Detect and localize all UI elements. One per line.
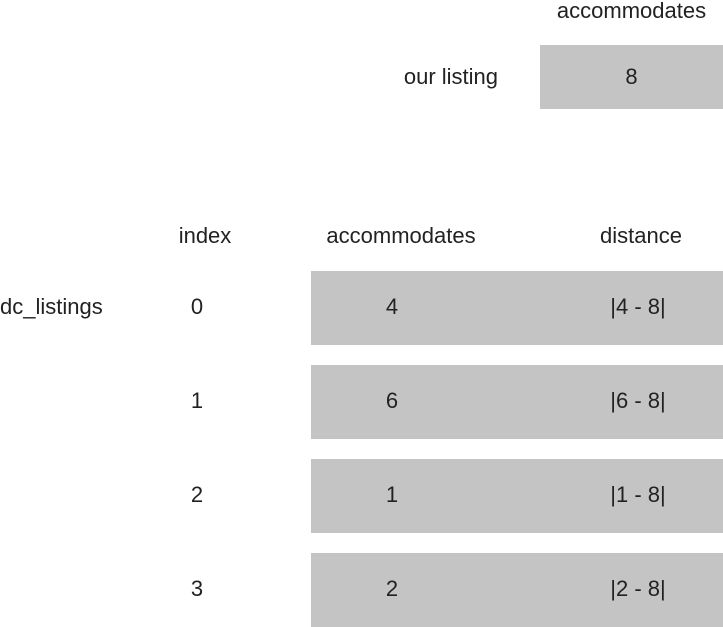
header-distance: distance [600,223,682,248]
row-index: 0 [190,294,204,319]
row-distance: |6 - 8| [610,388,666,413]
row-index: 3 [190,576,204,601]
row-accommodates: 1 [385,482,399,507]
row-distance: |1 - 8| [610,482,666,507]
our-listing-column-header: accommodates [556,0,707,23]
our-listing-cell [540,45,723,109]
table-row [311,271,723,345]
table-row [311,459,723,533]
row-accommodates: 2 [385,576,399,601]
row-accommodates: 6 [385,388,399,413]
dataframe-name-label: dc_listings [0,294,103,319]
row-accommodates: 4 [385,294,399,319]
header-index: index [178,223,232,248]
row-distance: |4 - 8| [610,294,666,319]
row-distance: |2 - 8| [610,576,666,601]
table-row [311,553,723,627]
row-index: 2 [190,482,204,507]
our-listing-label: our listing [403,64,498,89]
header-accommodates: accommodates [326,223,476,248]
row-index: 1 [190,388,204,413]
table-row [311,365,723,439]
our-listing-value: 8 [625,64,638,89]
